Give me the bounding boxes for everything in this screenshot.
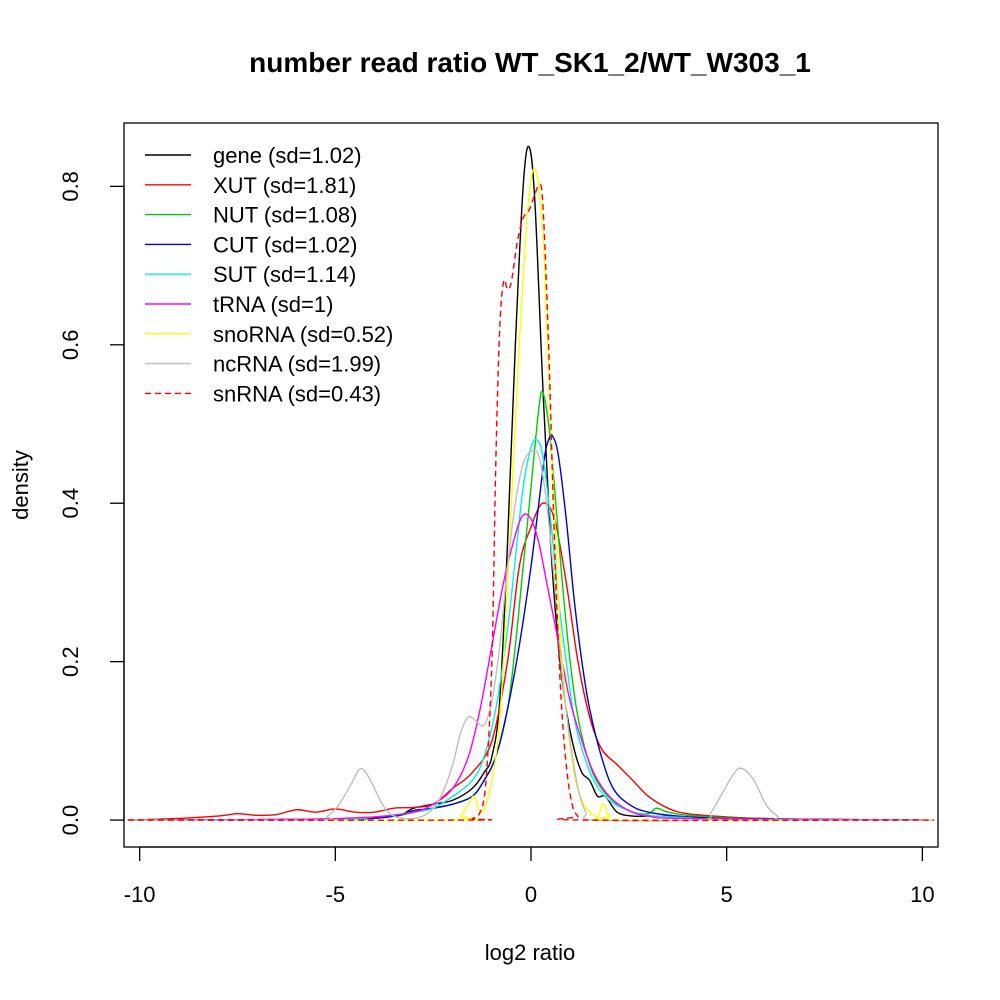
legend-label: ncRNA (sd=1.99): [213, 352, 381, 377]
legend-label: XUT (sd=1.81): [213, 173, 356, 198]
series-line-1: [127, 502, 923, 821]
legend-label: tRNA (sd=1): [213, 292, 333, 317]
series-line-7: [127, 449, 935, 822]
y-tick-label: 0.6: [58, 329, 83, 360]
y-axis-label: density: [8, 450, 33, 520]
x-tick-label: -10: [124, 882, 156, 907]
y-tick-label: 0.2: [58, 646, 83, 677]
legend-label: snRNA (sd=0.43): [213, 381, 381, 406]
y-tick-label: 0.8: [58, 171, 83, 202]
x-axis: -10 -5 0 5 10: [124, 846, 935, 907]
legend-label: snoRNA (sd=0.52): [213, 322, 393, 347]
series-line-8: [127, 184, 935, 822]
legend-label: SUT (sd=1.14): [213, 262, 356, 287]
x-tick-label: 5: [721, 882, 733, 907]
series-line-6: [127, 167, 935, 822]
legend-label: CUT (sd=1.02): [213, 232, 357, 257]
series-line-4: [127, 438, 923, 821]
legend: gene (sd=1.02) XUT (sd=1.81) NUT (sd=1.08)…: [145, 143, 393, 406]
y-tick-label: 0.4: [58, 488, 83, 519]
x-axis-label: log2 ratio: [485, 940, 576, 965]
series-line-0: [127, 145, 923, 821]
series-line-5: [127, 513, 923, 821]
y-tick-label: 0.0: [58, 805, 83, 836]
legend-label: NUT (sd=1.08): [213, 203, 357, 228]
y-axis: 0.0 0.2 0.4 0.6 0.8: [58, 171, 125, 836]
legend-label: gene (sd=1.02): [213, 143, 362, 168]
series-line-3: [127, 434, 923, 821]
chart-title: number read ratio WT_SK1_2/WT_W303_1: [249, 47, 811, 78]
x-tick-label: 0: [525, 882, 537, 907]
series-layer: [127, 145, 935, 822]
x-tick-label: -5: [326, 882, 346, 907]
x-tick-label: 10: [910, 882, 934, 907]
